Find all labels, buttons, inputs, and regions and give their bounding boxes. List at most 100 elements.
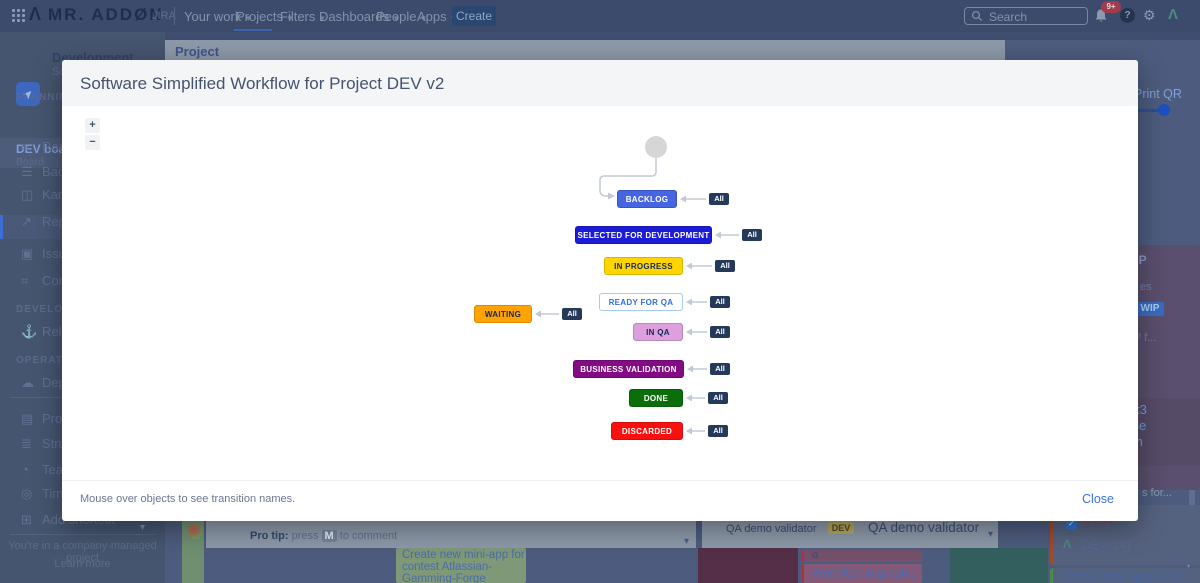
roadmap-icon: ≡: [21, 139, 29, 154]
transition-all-badge[interactable]: All: [562, 308, 582, 320]
transition-all-badge[interactable]: All: [742, 229, 762, 241]
search-box: [964, 7, 1088, 26]
status-node-business-validation[interactable]: BUSINESS VALIDATION: [573, 360, 684, 378]
transition-all-badge[interactable]: All: [709, 193, 729, 205]
issue-key: DEV-147: [1081, 537, 1134, 552]
zoom-in-button[interactable]: +: [85, 118, 100, 133]
zoom-slider-knob: [1158, 104, 1170, 116]
card-icon: ⧉: [812, 550, 819, 560]
managed-project-note: You're in a company-managed project: [8, 540, 157, 564]
content-top-strip: [165, 32, 1200, 40]
card-title-line: Create new mini-app for: [402, 549, 525, 561]
top-navigation: Λ MR. ADDØN JIRA Your work ▼ Projects ▼ Fi…: [0, 0, 1200, 33]
dropdown-scroll-icon: ▾: [988, 529, 994, 540]
deployments-cloud-icon: ☁: [21, 375, 34, 390]
nav-divider: [174, 7, 175, 25]
transition-all-badge[interactable]: All: [710, 326, 730, 338]
sidebar-divider: [10, 534, 155, 535]
card-title-line: contest Atlassian-: [402, 561, 493, 573]
dropdown-item-name: QA demo validator: [868, 520, 980, 535]
status-node-backlog[interactable]: BACKLOG: [617, 190, 677, 208]
scroll-down-icon: ▾: [1186, 560, 1192, 571]
workflow-diagram: + − BACKLOG SELECTED FOR DEVELOPMENT IN …: [62, 106, 1138, 480]
transition-all-badge[interactable]: All: [708, 392, 728, 404]
issue-logo-icon: Λ: [1063, 537, 1072, 551]
pro-tip-text: to comment: [339, 530, 398, 542]
transition-all-badge[interactable]: All: [710, 363, 730, 375]
start-node-circle: [645, 136, 667, 158]
board-column-block: [950, 548, 1048, 583]
sidebar-scroll-down-icon[interactable]: ▾: [140, 522, 146, 533]
nav-people[interactable]: People ▼: [376, 9, 428, 24]
settings-gear-icon[interactable]: ⚙: [1143, 7, 1156, 23]
project-avatar-rocket-icon: ➤: [16, 82, 40, 106]
nav-dashboards[interactable]: Dashboards ▼: [319, 9, 401, 24]
card-text-fragment: t3: [1136, 402, 1147, 417]
notifications-count-badge: 9+: [1101, 1, 1121, 13]
user-avatar[interactable]: Λ: [1168, 6, 1179, 23]
status-node-in-progress[interactable]: IN PROGRESS: [604, 257, 683, 275]
breadcrumb: Project: [175, 44, 220, 59]
workflow-connectors: [535, 136, 739, 435]
help-icon[interactable]: ?: [1120, 8, 1135, 23]
transition-all-badge[interactable]: All: [708, 425, 728, 437]
status-node-waiting[interactable]: WAITING: [474, 305, 532, 323]
nav-filters[interactable]: Filters ▼: [280, 9, 327, 24]
releases-icon: ⚓: [21, 324, 38, 339]
backlog-icon: ☰: [21, 164, 33, 179]
card-text-fragment: P f...: [1134, 332, 1157, 344]
teams-icon: ◔: [21, 462, 29, 477]
status-node-in-qa[interactable]: IN QA: [633, 323, 683, 341]
close-button[interactable]: Close: [1082, 492, 1114, 506]
content-header-band: [165, 40, 1005, 60]
task-type-icon: ✓: [1066, 518, 1077, 529]
comment-editor-panel: Pro tip: press M to comment ▾: [206, 518, 696, 548]
transition-all-badge[interactable]: All: [715, 260, 735, 272]
nav-projects[interactable]: Projects ▼: [236, 9, 294, 24]
modal-footer: Mouse over objects to see transition nam…: [62, 480, 1138, 521]
status-node-ready-for-qa[interactable]: READY FOR QA: [599, 293, 683, 311]
board-card-mini-app: Create new mini-app for contest Atlassia…: [396, 548, 526, 583]
board-type: Board: [16, 156, 45, 168]
modal-header: Software Simplified Workflow for Project…: [62, 60, 1138, 107]
card-title: Workflow in graphic: [812, 566, 917, 580]
jira-label: JIRA: [152, 10, 176, 22]
issues-icon: ▣: [21, 246, 34, 261]
pages-icon: ▤: [21, 411, 34, 426]
chevron-down-icon: ▼: [392, 14, 401, 23]
keyboard-key-m: M: [321, 530, 337, 542]
board-card-datacenter: Datacenter Approval: [1050, 568, 1200, 583]
app-switcher-icon[interactable]: [12, 9, 26, 23]
zoom-out-button[interactable]: −: [85, 135, 100, 150]
components-icon: ⌗: [21, 273, 29, 288]
create-button[interactable]: Create: [452, 6, 496, 26]
section-operations: OPERATIONS: [16, 355, 92, 366]
status-node-selected-for-development[interactable]: SELECTED FOR DEVELOPMENT: [575, 226, 712, 244]
dev-chip: DEV: [828, 522, 854, 534]
board-card-workflow-graphic: Workflow in graphic: [802, 564, 922, 583]
wip-chip: WIP: [1136, 302, 1164, 316]
card-text-fragment: es: [1140, 281, 1152, 293]
brand-logo-icon: Λ: [29, 4, 42, 24]
pro-tip-label: Pro tip:: [250, 530, 289, 542]
reports-icon: ↗: [21, 214, 32, 229]
modal-title: Software Simplified Workflow for Project…: [80, 74, 445, 93]
search-input[interactable]: [987, 8, 1087, 26]
card-text-fragment: s for...: [1142, 487, 1172, 499]
status-node-done[interactable]: DONE: [629, 389, 683, 407]
learn-more-link[interactable]: Learn more: [54, 558, 111, 570]
chevron-down-icon: ▼: [244, 14, 253, 23]
status-node-discarded[interactable]: DISCARDED: [611, 422, 683, 440]
board-card: ⧉: [802, 550, 922, 562]
add-shortcut-icon: ⊞: [21, 512, 32, 527]
commenter-avatar: [188, 524, 203, 539]
board-column-block: [698, 548, 798, 583]
timesheets-icon: ◎: [21, 486, 33, 501]
active-nav-underline: [234, 29, 272, 31]
chevron-down-icon: ▼: [419, 14, 428, 23]
brand-logo-text[interactable]: MR. ADDØN: [48, 5, 164, 24]
search-icon: [971, 10, 983, 22]
nav-your-work[interactable]: Your work ▼: [184, 9, 253, 24]
transition-all-badge[interactable]: All: [710, 296, 730, 308]
chevron-down-icon: ▼: [318, 14, 327, 23]
